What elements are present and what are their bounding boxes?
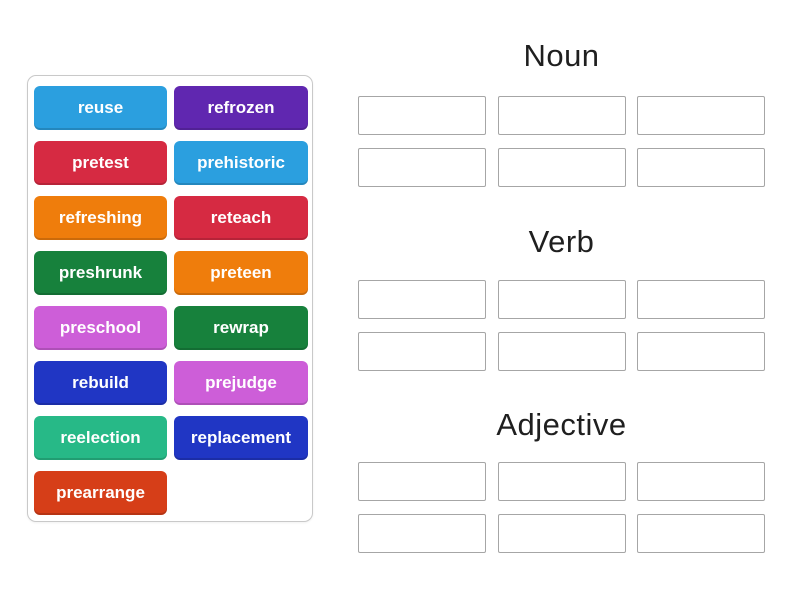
- noun-drop-slot-2[interactable]: [497, 96, 626, 135]
- verb-drop-slot-1[interactable]: [358, 280, 486, 319]
- word-tile-preshrunk[interactable]: preshrunk: [34, 251, 167, 295]
- adjective-slot-grid: [358, 462, 765, 553]
- group-heading-noun: Noun: [523, 38, 600, 73]
- adjective-drop-slot-4[interactable]: [358, 514, 486, 553]
- noun-drop-slot-1[interactable]: [358, 96, 486, 135]
- adjective-drop-slot-6[interactable]: [637, 514, 765, 553]
- word-tile-prehistoric[interactable]: prehistoric: [174, 141, 308, 185]
- word-tile-preteen[interactable]: preteen: [174, 251, 308, 295]
- verb-drop-slot-5[interactable]: [497, 332, 626, 371]
- noun-drop-slot-3[interactable]: [637, 96, 765, 135]
- group-heading-adjective: Adjective: [496, 407, 627, 442]
- group-section-adjective: Adjective: [358, 405, 765, 553]
- adjective-drop-slot-3[interactable]: [637, 462, 765, 501]
- word-tile-refreshing[interactable]: refreshing: [34, 196, 167, 240]
- noun-drop-slot-5[interactable]: [497, 148, 626, 187]
- verb-slot-grid: [358, 280, 765, 371]
- verb-drop-slot-2[interactable]: [497, 280, 626, 319]
- group-heading-verb: Verb: [528, 224, 595, 259]
- group-section-noun: Noun: [358, 36, 765, 187]
- group-section-verb: Verb: [358, 222, 765, 371]
- word-tile-reteach[interactable]: reteach: [174, 196, 308, 240]
- verb-drop-slot-6[interactable]: [637, 332, 765, 371]
- word-bank-panel: reuse refrozen pretest prehistoric refre…: [27, 75, 313, 522]
- word-tile-pretest[interactable]: pretest: [34, 141, 167, 185]
- word-tile-preschool[interactable]: preschool: [34, 306, 167, 350]
- word-tile-prejudge[interactable]: prejudge: [174, 361, 308, 405]
- word-tile-refrozen[interactable]: refrozen: [174, 86, 308, 130]
- adjective-drop-slot-5[interactable]: [497, 514, 626, 553]
- word-tile-reuse[interactable]: reuse: [34, 86, 167, 130]
- word-tile-rebuild[interactable]: rebuild: [34, 361, 167, 405]
- adjective-drop-slot-1[interactable]: [358, 462, 486, 501]
- word-tile-prearrange[interactable]: prearrange: [34, 471, 167, 515]
- verb-drop-slot-3[interactable]: [637, 280, 765, 319]
- word-tile-rewrap[interactable]: rewrap: [174, 306, 308, 350]
- word-tile-reelection[interactable]: reelection: [34, 416, 167, 460]
- word-tile-replacement[interactable]: replacement: [174, 416, 308, 460]
- adjective-drop-slot-2[interactable]: [497, 462, 626, 501]
- noun-slot-grid: [358, 96, 765, 187]
- verb-drop-slot-4[interactable]: [358, 332, 486, 371]
- noun-drop-slot-4[interactable]: [358, 148, 486, 187]
- noun-drop-slot-6[interactable]: [637, 148, 765, 187]
